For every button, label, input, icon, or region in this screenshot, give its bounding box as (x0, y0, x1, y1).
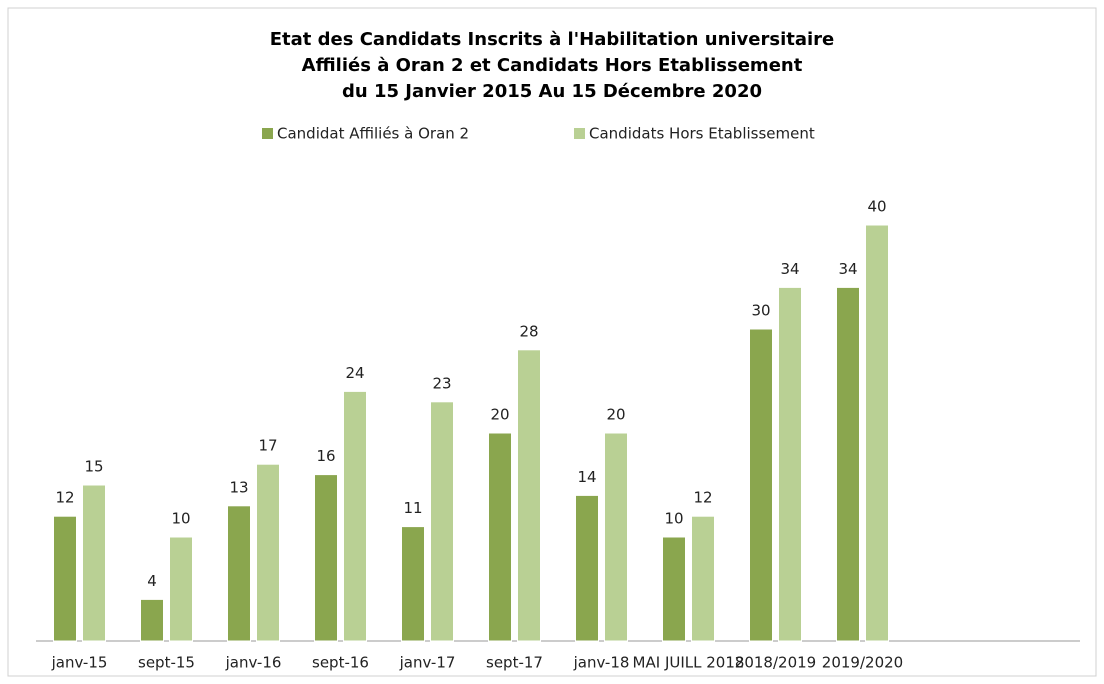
x-tick-label: janv-18 (573, 654, 630, 672)
data-label: 10 (171, 510, 190, 528)
chart-title: Affiliés à Oran 2 et Candidats Hors Etab… (302, 55, 803, 76)
bar (140, 598, 164, 642)
data-label: 34 (780, 260, 799, 278)
legend-label: Candidat Affiliés à Oran 2 (277, 125, 469, 143)
data-label: 11 (403, 499, 422, 517)
x-tick-label: 2018/2019 (735, 654, 816, 672)
bar (314, 474, 338, 642)
data-label: 40 (867, 198, 886, 216)
bar (169, 536, 193, 642)
x-tick-label: MAI JUILL 2018 (633, 654, 745, 672)
data-label: 12 (693, 489, 712, 507)
x-tick-label: janv-17 (399, 654, 456, 672)
data-label: 10 (664, 510, 683, 528)
bar (691, 515, 715, 642)
data-label: 34 (838, 260, 857, 278)
bar (343, 390, 367, 642)
x-tick-label: janv-15 (51, 654, 108, 672)
data-label: 16 (316, 447, 335, 465)
x-tick-label: sept-17 (486, 654, 543, 672)
data-label: 30 (751, 302, 770, 320)
chart-title: du 15 Janvier 2015 Au 15 Décembre 2020 (342, 81, 762, 102)
bar (836, 286, 860, 642)
chart-title: Etat des Candidats Inscrits à l'Habilita… (270, 29, 835, 50)
x-tick-label: 2019/2020 (822, 654, 903, 672)
data-label: 28 (519, 322, 538, 340)
bar (53, 515, 77, 642)
data-label: 13 (229, 478, 248, 496)
bar (749, 328, 773, 642)
x-tick-label: janv-16 (225, 654, 282, 672)
bar (575, 494, 599, 642)
legend-swatch (574, 128, 585, 139)
data-label: 17 (258, 437, 277, 455)
data-label: 15 (84, 458, 103, 476)
bar (604, 432, 628, 642)
bar (82, 484, 106, 642)
x-tick-label: sept-15 (138, 654, 195, 672)
bar (256, 463, 280, 642)
bar (517, 349, 541, 642)
data-label: 4 (147, 572, 157, 590)
bar (430, 401, 454, 642)
bar (488, 432, 512, 642)
bar (401, 526, 425, 642)
x-tick-label: sept-16 (312, 654, 369, 672)
data-label: 24 (345, 364, 364, 382)
data-label: 20 (490, 406, 509, 424)
legend-swatch (262, 128, 273, 139)
data-label: 20 (606, 406, 625, 424)
bar (865, 224, 889, 642)
data-label: 12 (55, 489, 74, 507)
bar (662, 536, 686, 642)
bar (227, 505, 251, 642)
data-label: 14 (577, 468, 596, 486)
data-label: 23 (432, 374, 451, 392)
legend-label: Candidats Hors Etablissement (589, 125, 815, 143)
bar (778, 286, 802, 642)
